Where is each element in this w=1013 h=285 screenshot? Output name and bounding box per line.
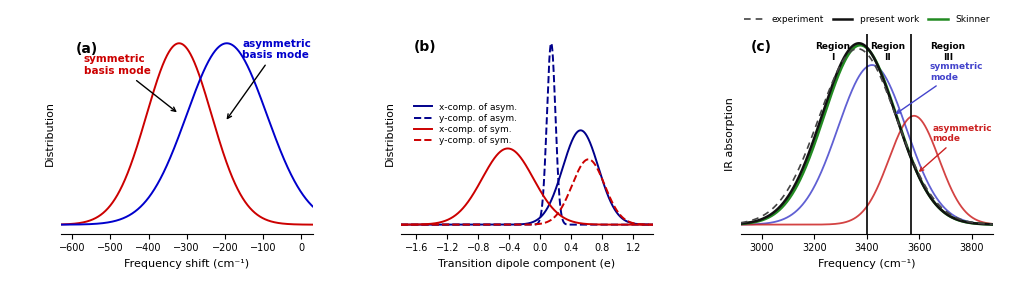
Y-axis label: IR absorption: IR absorption (725, 97, 735, 171)
Text: (a): (a) (76, 42, 98, 56)
X-axis label: Frequency shift (cm⁻¹): Frequency shift (cm⁻¹) (125, 259, 249, 269)
Text: symmetric
mode: symmetric mode (897, 62, 984, 113)
X-axis label: Frequency (cm⁻¹): Frequency (cm⁻¹) (819, 259, 916, 269)
Y-axis label: Distribution: Distribution (46, 101, 56, 166)
Text: symmetric
basis mode: symmetric basis mode (84, 54, 175, 111)
Text: asymmetric
mode: asymmetric mode (920, 124, 992, 171)
Y-axis label: Distribution: Distribution (385, 101, 395, 166)
Legend: experiment, present work, Skinner: experiment, present work, Skinner (741, 11, 993, 28)
Legend: x-comp. of asym., y-comp. of asym., x-comp. of sym., y-comp. of sym.: x-comp. of asym., y-comp. of asym., x-co… (410, 99, 521, 149)
Text: Region
III: Region III (931, 42, 965, 62)
Text: Region
I: Region I (815, 42, 850, 62)
Text: (b): (b) (413, 40, 436, 54)
Text: asymmetric
basis mode: asymmetric basis mode (227, 38, 311, 119)
Text: Region
II: Region II (870, 42, 906, 62)
X-axis label: Transition dipole component (e): Transition dipole component (e) (439, 259, 615, 269)
Text: (c): (c) (751, 40, 772, 54)
